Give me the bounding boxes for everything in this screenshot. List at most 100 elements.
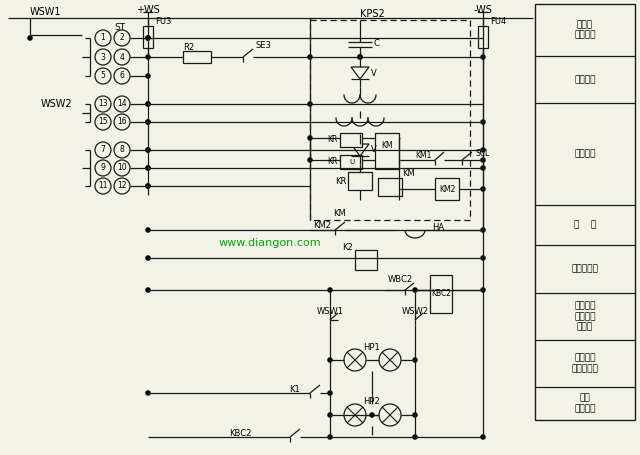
Text: U: U xyxy=(349,159,355,165)
Circle shape xyxy=(358,55,362,60)
Bar xyxy=(430,275,452,313)
Circle shape xyxy=(145,166,150,171)
Circle shape xyxy=(145,288,150,293)
Bar xyxy=(535,4,635,420)
Circle shape xyxy=(481,288,486,293)
Text: 14: 14 xyxy=(117,100,127,108)
Circle shape xyxy=(145,228,150,233)
Circle shape xyxy=(145,183,150,188)
Text: -WS: -WS xyxy=(474,5,492,15)
Circle shape xyxy=(358,55,362,60)
Circle shape xyxy=(145,120,150,125)
Circle shape xyxy=(95,160,111,176)
Circle shape xyxy=(481,157,486,162)
Circle shape xyxy=(145,147,150,152)
Circle shape xyxy=(114,30,130,46)
Text: HP1: HP1 xyxy=(364,344,380,353)
Text: KM: KM xyxy=(402,168,415,177)
Circle shape xyxy=(481,166,486,171)
Circle shape xyxy=(481,187,486,192)
Circle shape xyxy=(481,256,486,261)
Circle shape xyxy=(145,101,150,106)
Text: K2: K2 xyxy=(342,243,353,253)
Text: 小母线
及燕断器: 小母线 及燕断器 xyxy=(574,20,596,40)
Circle shape xyxy=(95,178,111,194)
Text: 13: 13 xyxy=(98,100,108,108)
Circle shape xyxy=(328,288,333,293)
Bar xyxy=(340,155,362,169)
Text: 3: 3 xyxy=(100,52,106,61)
Bar xyxy=(183,51,211,63)
Circle shape xyxy=(145,74,150,79)
Text: V: V xyxy=(371,70,377,79)
Text: WBC2: WBC2 xyxy=(387,275,413,284)
Text: ST: ST xyxy=(115,24,125,32)
Text: C: C xyxy=(374,40,380,49)
Bar xyxy=(348,172,372,190)
Text: +WS: +WS xyxy=(136,5,160,15)
Text: WSW1: WSW1 xyxy=(317,308,344,317)
Circle shape xyxy=(95,68,111,84)
Text: KR: KR xyxy=(328,136,338,145)
Text: KR: KR xyxy=(335,177,346,186)
Text: KM2: KM2 xyxy=(439,184,455,193)
Text: HA: HA xyxy=(432,223,444,233)
Circle shape xyxy=(481,435,486,440)
Bar xyxy=(478,26,488,48)
Bar xyxy=(375,133,399,169)
Text: 解除按鈕: 解除按鈕 xyxy=(574,150,596,158)
Circle shape xyxy=(95,49,111,65)
Circle shape xyxy=(114,49,130,65)
Bar xyxy=(143,26,153,48)
Text: KM: KM xyxy=(333,208,346,217)
Circle shape xyxy=(413,288,417,293)
Text: SE3: SE3 xyxy=(256,40,272,50)
Text: 8: 8 xyxy=(120,146,124,155)
Text: 15: 15 xyxy=(98,117,108,126)
Circle shape xyxy=(481,228,486,233)
Circle shape xyxy=(328,413,333,418)
Circle shape xyxy=(114,96,130,112)
Bar xyxy=(355,250,377,270)
Circle shape xyxy=(145,390,150,395)
Circle shape xyxy=(145,147,150,152)
Text: K1: K1 xyxy=(290,385,300,394)
Text: 6: 6 xyxy=(120,71,124,81)
Text: FU4: FU4 xyxy=(490,17,506,26)
Circle shape xyxy=(379,404,401,426)
Circle shape xyxy=(28,35,33,40)
Text: 事故信号
燕断器燕断: 事故信号 燕断器燕断 xyxy=(572,354,598,373)
Circle shape xyxy=(95,96,111,112)
Text: 控制
回路断线: 控制 回路断线 xyxy=(574,394,596,413)
Circle shape xyxy=(413,435,417,440)
Text: KBC2: KBC2 xyxy=(431,289,451,298)
Circle shape xyxy=(145,55,150,60)
Text: 1: 1 xyxy=(100,34,106,42)
Text: WSW2: WSW2 xyxy=(40,99,72,109)
Circle shape xyxy=(95,142,111,158)
Circle shape xyxy=(114,178,130,194)
Circle shape xyxy=(328,435,333,440)
Text: 警    钓: 警 钓 xyxy=(574,221,596,229)
Circle shape xyxy=(145,183,150,188)
Circle shape xyxy=(344,404,366,426)
Text: 11: 11 xyxy=(99,182,108,191)
Circle shape xyxy=(95,114,111,130)
Circle shape xyxy=(145,120,150,125)
Circle shape xyxy=(307,136,312,141)
Text: KM1: KM1 xyxy=(415,151,432,160)
Text: R2: R2 xyxy=(183,42,194,51)
Circle shape xyxy=(145,166,150,171)
Text: 试验按鈕: 试验按鈕 xyxy=(574,75,596,84)
Circle shape xyxy=(307,55,312,60)
Bar xyxy=(310,20,470,220)
Text: www.diangon.com: www.diangon.com xyxy=(219,238,321,248)
Text: KR: KR xyxy=(328,157,338,167)
Bar xyxy=(340,133,362,147)
Text: SCL: SCL xyxy=(475,148,489,157)
Circle shape xyxy=(481,120,486,125)
Circle shape xyxy=(307,157,312,162)
Bar xyxy=(435,178,459,200)
Circle shape xyxy=(114,142,130,158)
Text: 16: 16 xyxy=(117,117,127,126)
